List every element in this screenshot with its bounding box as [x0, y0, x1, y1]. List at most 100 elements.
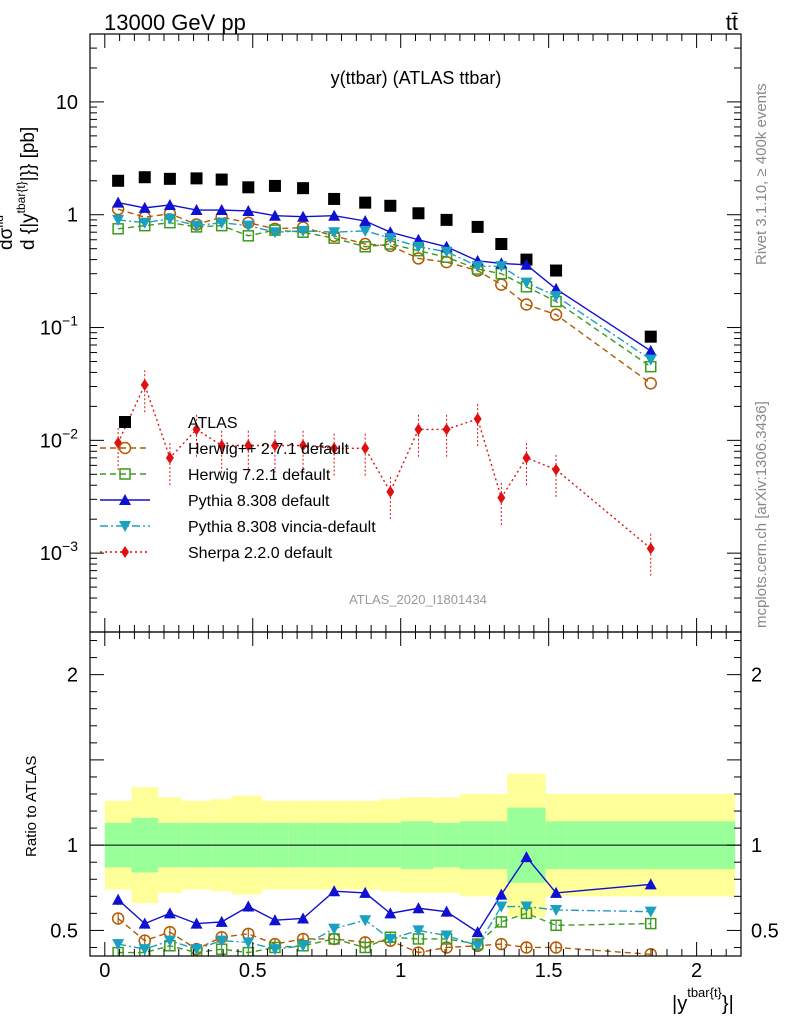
x-axis-label: |ytbar{t}}|	[672, 985, 734, 1015]
y-tick-label-ratio: 1	[67, 835, 78, 857]
analysis-id: ATLAS_2020_I1801434	[349, 592, 487, 607]
y-tick-label-ratio: 2	[67, 665, 78, 687]
ratio-point	[520, 851, 533, 863]
ratio-point	[328, 923, 341, 935]
data-point	[328, 227, 341, 239]
data-point	[163, 213, 176, 225]
data-point	[330, 442, 339, 455]
x-tick-label: 1.5	[535, 960, 563, 982]
legend-label: Sherpa 2.2.0 default	[188, 545, 333, 562]
data-point	[440, 213, 453, 226]
data-point	[550, 291, 563, 303]
legend-label: Pythia 8.308 default	[188, 493, 330, 510]
ratio-point	[384, 907, 397, 919]
ratio-point	[138, 944, 151, 956]
xlabel-base: |y	[672, 993, 687, 1015]
data-point	[359, 225, 372, 237]
ratio-point	[215, 915, 228, 927]
data-point	[473, 412, 482, 425]
ratio-point	[359, 915, 372, 927]
data-point	[297, 182, 310, 195]
ratio-point	[412, 946, 425, 956]
data-point	[646, 542, 655, 555]
legend-marker	[118, 441, 132, 455]
data-point	[644, 344, 657, 356]
data-point	[112, 214, 125, 226]
legend-item-pythia-8-308-vincia-default: Pythia 8.308 vincia-default	[100, 519, 376, 536]
legend-marker	[119, 494, 131, 505]
x-tick-label: 1	[395, 960, 406, 982]
data-point	[520, 298, 533, 311]
data-point	[412, 252, 425, 265]
data-point	[190, 204, 203, 216]
ratio-point	[412, 902, 425, 914]
data-point	[270, 439, 279, 452]
y-axis-label-main: d {|ytbar{t}|}} [pb] dσfid	[0, 127, 39, 250]
ratio-point	[550, 886, 563, 898]
series-line	[118, 221, 652, 368]
xlabel-end: }|	[722, 993, 734, 1015]
ratio-point	[242, 900, 255, 912]
y-tick-label-main: 10−1	[40, 313, 78, 340]
ratio-series-line	[117, 905, 651, 950]
data-point	[550, 264, 563, 277]
main-frame	[89, 33, 742, 633]
data-point	[412, 207, 425, 220]
y-tick-label-ratio-right: 2	[751, 665, 762, 687]
data-point	[412, 241, 425, 253]
ylabel-den-sup: tbar{t}	[14, 181, 28, 213]
data-point	[520, 258, 533, 270]
data-point	[522, 451, 531, 464]
ratio-point	[163, 935, 176, 947]
y-tick-label-main: 10−2	[40, 425, 78, 452]
data-point	[244, 439, 253, 452]
ratio-point	[359, 941, 371, 954]
ratio-point	[520, 901, 533, 913]
ratio-point	[549, 941, 563, 954]
series-pythia-8-308-vincia-default	[112, 213, 657, 366]
legend-label: ATLAS	[188, 415, 238, 432]
energy-label: 13000 GeV pp	[104, 10, 246, 35]
legend: ATLAS Herwig++ 2.7.1 default Herwig 7.2.1 …	[100, 415, 376, 562]
plot-title: y(ttbar) (ATLAS ttbar)	[331, 68, 502, 88]
data-point	[114, 436, 123, 449]
ratio-point	[359, 886, 372, 898]
legend-marker	[119, 416, 131, 428]
ratio-point	[495, 888, 508, 900]
data-point	[268, 209, 281, 221]
ratio-point	[495, 937, 508, 951]
data-point	[192, 423, 201, 436]
legend-item-herwig-2-7-1-default: Herwig++ 2.7.1 default	[100, 441, 350, 458]
series-herwig-7-2-1-default	[112, 216, 657, 373]
ratio-point	[268, 944, 281, 956]
data-point	[215, 204, 228, 216]
data-point	[242, 204, 255, 216]
data-point	[359, 214, 372, 226]
ratio-point	[550, 919, 562, 932]
legend-label: Pythia 8.308 vincia-default	[188, 519, 376, 536]
series-atlas	[112, 171, 657, 343]
data-point	[552, 463, 561, 476]
legend-label: Herwig++ 2.7.1 default	[188, 441, 350, 458]
data-point	[644, 377, 657, 390]
data-point	[495, 278, 508, 291]
data-point	[242, 220, 255, 232]
data-point	[644, 330, 657, 343]
ratio-series-line	[117, 855, 651, 934]
data-point	[140, 378, 149, 391]
legend-marker	[121, 546, 129, 558]
legend-item-sherpa-2-2-0-default: Sherpa 2.2.0 default	[100, 545, 333, 562]
ylabel-den: d {|y	[18, 213, 39, 250]
data-point	[386, 485, 395, 498]
data-point	[268, 179, 281, 192]
y-tick-label-main: 1	[67, 205, 78, 227]
data-point	[268, 227, 281, 239]
data-point	[520, 277, 533, 289]
y-axis-label-ratio: Ratio to ATLAS	[23, 756, 40, 857]
legend-item-herwig-7-2-1-default: Herwig 7.2.1 default	[100, 467, 331, 484]
y-tick-label-ratio-right: 0.5	[751, 920, 779, 942]
legend-item-pythia-8-308-default: Pythia 8.308 default	[100, 493, 330, 510]
data-point	[384, 233, 397, 245]
data-point	[138, 171, 151, 184]
series-sherpa-2-2-0-default	[114, 370, 655, 578]
